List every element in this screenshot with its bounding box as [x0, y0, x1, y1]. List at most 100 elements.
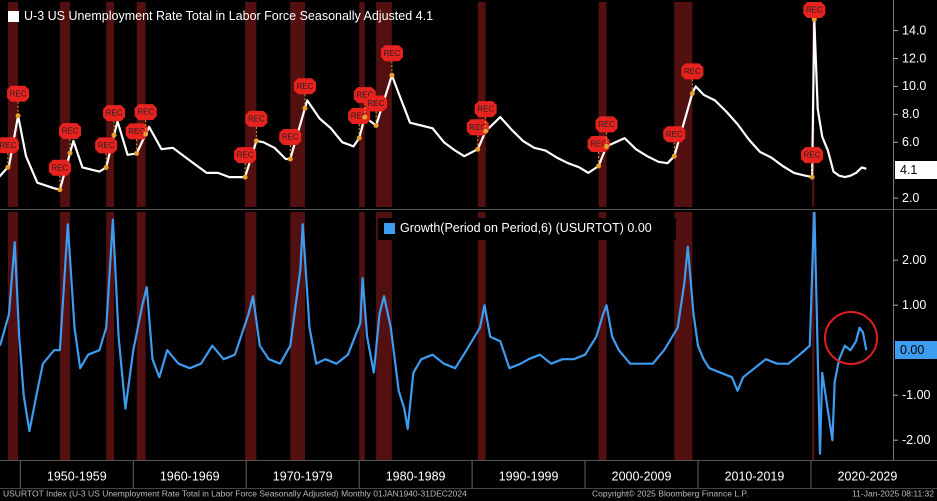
recession-band — [598, 212, 607, 460]
recession-band — [359, 2, 365, 207]
recession-band — [674, 2, 693, 207]
rec-marker — [7, 85, 30, 102]
recession-band — [376, 212, 392, 460]
rec-marker-label: REC — [51, 163, 68, 172]
marker-dot — [389, 72, 395, 78]
legend-name: Growth(Period on Period,6) (USURTOT) — [400, 221, 624, 235]
series-line — [0, 212, 868, 455]
marker-dot — [689, 90, 695, 96]
recession-band — [106, 212, 115, 460]
marker-dot — [596, 163, 602, 169]
marker-dot — [302, 105, 308, 111]
recession-band — [59, 212, 71, 460]
marker-dot — [483, 128, 489, 134]
rec-marker-label: REC — [684, 67, 701, 76]
rec-marker-label: REC — [666, 130, 683, 139]
recession-band — [674, 212, 693, 460]
rec-marker — [103, 105, 126, 122]
rec-marker — [587, 135, 610, 152]
rec-marker-label: REC — [804, 151, 821, 160]
x-tick-label: 1970-1979 — [273, 469, 333, 483]
rec-marker — [474, 101, 497, 118]
marker-dot — [143, 131, 149, 137]
rec-marker-label: REC — [469, 123, 486, 132]
rec-marker — [803, 2, 826, 18]
last-value-box — [895, 161, 937, 179]
y-tick-label: 10.0 — [902, 79, 926, 93]
recession-band — [290, 212, 305, 460]
recession-band — [477, 212, 486, 460]
rec-marker-label: REC — [62, 127, 79, 136]
x-tick-label: 2020-2029 — [838, 469, 898, 483]
rec-marker — [0, 137, 19, 154]
rec-marker-label: REC — [477, 105, 494, 114]
series-line — [0, 18, 867, 191]
legend-value: 0.00 — [627, 221, 651, 235]
marker-dot — [103, 164, 109, 170]
marker-dot — [475, 146, 481, 152]
rec-marker-label: REC — [98, 141, 115, 150]
rec-marker-label: REC — [806, 6, 823, 15]
plot-area — [0, 18, 867, 191]
marker-dot — [287, 156, 293, 162]
recession-band — [598, 2, 607, 207]
x-tick-label: 1960-1969 — [160, 469, 220, 483]
recession-band — [290, 2, 305, 207]
marker-dot — [373, 123, 379, 129]
recession-band — [7, 212, 19, 460]
legend-value: 4.1 — [416, 9, 433, 23]
recession-band — [7, 2, 19, 207]
rec-marker-label: REC — [0, 141, 17, 150]
footer-timestamp: 11-Jan-2025 08:11:32 — [852, 488, 934, 498]
y-tick-label: 1.00 — [902, 298, 926, 312]
legend-label: Growth(Period on Period,6) (USURTOT) 0.0… — [400, 221, 652, 235]
rec-marker-label: REC — [106, 109, 123, 118]
rec-marker — [48, 159, 71, 176]
rec-marker — [245, 110, 268, 127]
rec-marker — [279, 128, 302, 145]
rec-marker-label: REC — [128, 127, 145, 136]
highlight-circle — [824, 311, 878, 365]
marker-dot — [604, 143, 610, 149]
legend-name: U-3 US Unemployment Rate Total in Labor … — [24, 9, 412, 23]
y-tick-label: 8.0 — [902, 107, 919, 121]
recession-band — [359, 212, 365, 460]
y-tick-label: -2.00 — [902, 433, 931, 447]
rec-marker — [681, 63, 704, 80]
recession-band — [245, 212, 257, 460]
rec-marker — [595, 116, 618, 133]
legend-label: U-3 US Unemployment Rate Total in Labor … — [24, 9, 433, 23]
foreground: 2.06.08.010.012.014.0RECRECRECRECRECRECR… — [0, 2, 931, 488]
rec-marker-label: REC — [10, 89, 27, 98]
marker-dot — [57, 187, 63, 193]
marker-dot — [67, 150, 73, 156]
rec-marker — [95, 137, 118, 154]
marker-dot — [242, 174, 248, 180]
x-tick-label: 2010-2019 — [725, 469, 785, 483]
marker-dot — [671, 153, 677, 159]
rec-marker — [801, 147, 824, 164]
y-tick-label: 2.0 — [902, 191, 919, 205]
plot-lines — [0, 18, 868, 455]
recession-band — [136, 212, 146, 460]
y-tick-label: 14.0 — [902, 23, 926, 37]
y-tick-label: 6.0 — [902, 135, 919, 149]
legend-swatch — [8, 11, 19, 22]
x-tick-label: 1950-1959 — [47, 469, 107, 483]
rec-marker-label: REC — [383, 49, 400, 58]
x-tick-label: 1990-1999 — [499, 469, 559, 483]
last-value-label: 4.1 — [900, 163, 917, 177]
footer-copyright: Copyright© 2025 Bloomberg Finance L.P. — [592, 488, 748, 498]
rec-marker — [365, 95, 388, 112]
rec-marker-label: REC — [137, 108, 154, 117]
rec-marker — [663, 126, 686, 143]
rec-marker — [125, 123, 148, 140]
y-tick-label: 12.0 — [902, 51, 926, 65]
marker-dot — [15, 113, 21, 119]
rec-marker — [59, 123, 82, 140]
rec-marker-label: REC — [351, 112, 368, 121]
rec-marker-label: REC — [368, 99, 385, 108]
marker-dot — [809, 174, 815, 180]
